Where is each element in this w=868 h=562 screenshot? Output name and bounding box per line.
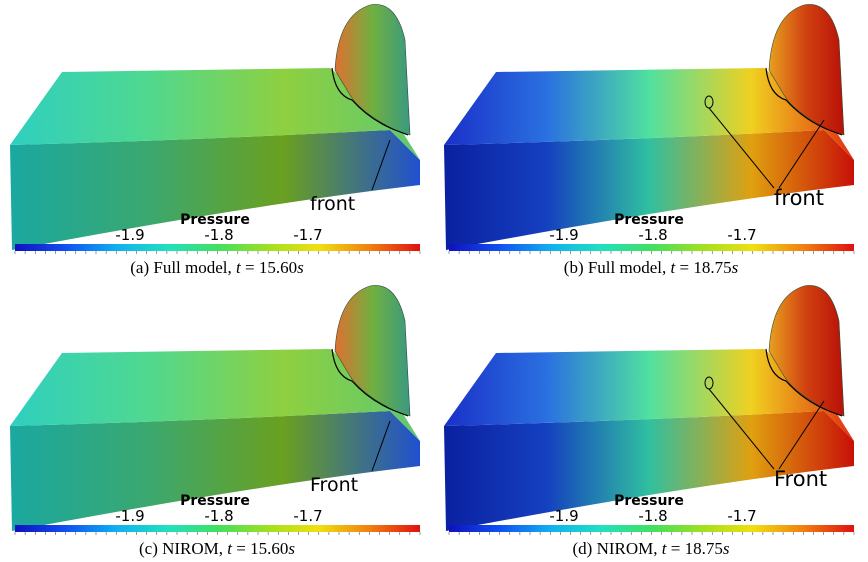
leader: [371, 139, 391, 191]
caption-part: = 18.75: [675, 258, 732, 277]
colorbar-title: Pressure: [614, 212, 684, 228]
leader: [778, 119, 825, 189]
colorbar-tick-label: -1.9: [549, 226, 578, 244]
render: front Pressure -1.9 -1.8 -1.7: [444, 4, 855, 254]
caption-part: t: [661, 539, 667, 558]
caption: (d) NIROM, t = 18.75s: [434, 539, 868, 559]
colorbar-tick-label: -1.7: [293, 226, 322, 244]
front-curve: [331, 67, 409, 136]
colorbar-tick-label: -1.8: [638, 226, 667, 244]
block-top: [444, 68, 854, 160]
block-front: [10, 130, 420, 250]
annotation: Front: [774, 467, 827, 491]
colorbar-tick-label: -1.9: [549, 507, 578, 525]
caption-part: t: [670, 258, 676, 277]
caption-part: (d) NIROM,: [572, 539, 662, 558]
annotation: Front: [310, 474, 358, 496]
annotation: front: [774, 186, 824, 210]
peak: [768, 285, 845, 417]
leader: [708, 388, 775, 470]
colorbar-tick-label: -1.7: [727, 507, 756, 525]
colorbar: [15, 525, 420, 532]
panel: front Pressure -1.9 -1.8 -1.7 (a) Full model,…: [0, 0, 434, 281]
front-curve: [331, 348, 409, 417]
colorbar-tick-label: -1.8: [204, 507, 233, 525]
colorbar-title: Pressure: [180, 212, 250, 228]
colorbar-tick-label: -1.8: [204, 226, 233, 244]
colorbar: [449, 525, 854, 532]
render: Front Pressure -1.9 -1.8 -1.7: [10, 285, 421, 535]
colorbar-tick-label: -1.7: [727, 226, 756, 244]
colorbar: [15, 244, 420, 251]
caption-part: s: [731, 258, 739, 277]
colorbar-tick-label: -1.9: [115, 226, 144, 244]
caption: (b) Full model, t = 18.75s: [434, 258, 868, 278]
peak: [334, 4, 411, 136]
caption-part: (a) Full model,: [130, 258, 237, 277]
render: Front Pressure -1.9 -1.8 -1.7: [444, 285, 855, 535]
caption-part: = 15.60: [232, 539, 289, 558]
panel: Front Pressure -1.9 -1.8 -1.7 (c) NIROM, t = …: [0, 281, 434, 562]
leader: [371, 420, 391, 472]
render: front Pressure -1.9 -1.8 -1.7: [10, 4, 421, 254]
caption-part: t: [236, 258, 241, 277]
caption-part: s: [722, 539, 730, 558]
caption-part: = 18.75: [666, 539, 723, 558]
leader: [778, 400, 825, 470]
peak: [334, 285, 411, 417]
block-top: [10, 68, 420, 160]
leader: [708, 107, 775, 189]
block-top: [444, 349, 854, 441]
caption-part: s: [288, 539, 295, 558]
caption-part: s: [297, 258, 304, 277]
colorbar-tick-label: -1.9: [115, 507, 144, 525]
colorbar: [449, 244, 854, 251]
colorbar-title: Pressure: [614, 493, 684, 509]
caption-part: = 15.60: [240, 258, 298, 277]
caption-part: (c) NIROM,: [139, 539, 228, 558]
colorbar-title: Pressure: [180, 493, 250, 509]
annotation: front: [310, 193, 355, 215]
caption-part: t: [227, 539, 233, 558]
panel: Front Pressure -1.9 -1.8 -1.7 (d) NIROM, t = …: [434, 281, 868, 562]
block-top: [10, 349, 420, 441]
caption: (a) Full model, t = 15.60s: [0, 258, 434, 278]
caption: (c) NIROM, t = 15.60s: [0, 539, 434, 559]
caption-part: (b) Full model,: [563, 258, 671, 277]
panel: front Pressure -1.9 -1.8 -1.7 (b) Full model,…: [434, 0, 868, 281]
block-front: [10, 411, 420, 531]
peak: [768, 4, 845, 136]
colorbar-tick-label: -1.7: [293, 507, 322, 525]
colorbar-tick-label: -1.8: [638, 507, 667, 525]
